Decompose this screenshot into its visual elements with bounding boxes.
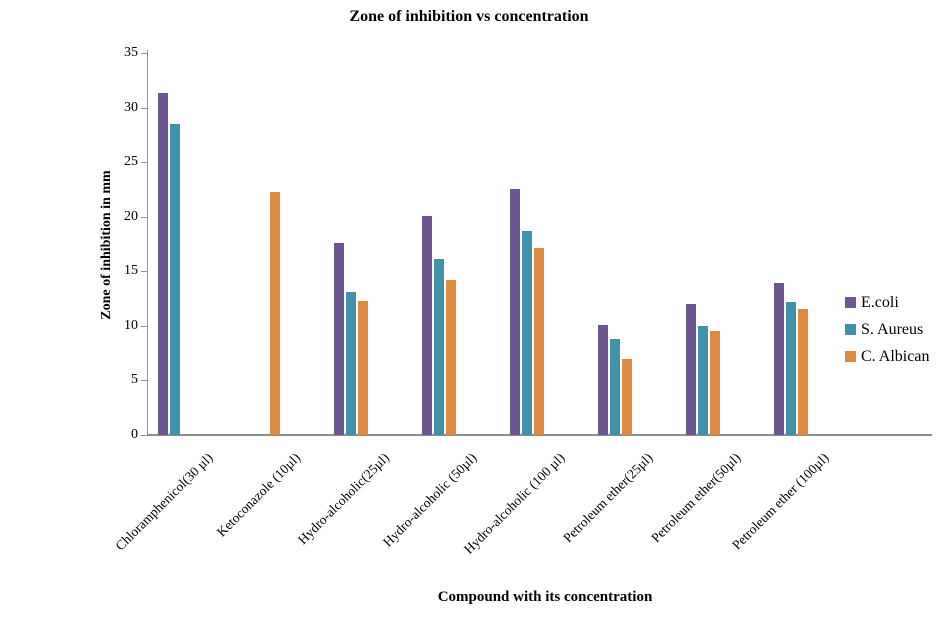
legend-swatch-icon bbox=[845, 351, 856, 362]
legend-item: E.coli bbox=[845, 289, 929, 316]
chart-title: Zone of inhibition vs concentration bbox=[349, 8, 589, 25]
y-axis-line bbox=[147, 50, 148, 435]
bar-c-albican bbox=[710, 331, 720, 435]
bar-s-aureus bbox=[434, 259, 444, 435]
bar-s-aureus bbox=[786, 301, 796, 435]
bar-c-albican bbox=[446, 280, 456, 435]
legend-label: C. Albican bbox=[861, 347, 930, 365]
legend-label: E.coli bbox=[861, 293, 899, 311]
y-tick-mark bbox=[141, 435, 148, 436]
y-tick-mark bbox=[141, 380, 148, 382]
x-category-label: Hydro-alcoholic (50µl) bbox=[379, 450, 480, 550]
y-tick-mark bbox=[141, 271, 148, 273]
y-tick-mark bbox=[141, 162, 148, 164]
x-category-label: Chloramphenicol(30 µl) bbox=[112, 450, 216, 554]
y-tick-mark bbox=[141, 107, 148, 109]
y-tick-label: 30 bbox=[124, 99, 138, 115]
bar-s-aureus bbox=[522, 230, 532, 435]
bar-e-coli bbox=[334, 242, 344, 435]
x-category-label: Ketoconazole (10µl) bbox=[214, 450, 304, 540]
y-tick-mark bbox=[141, 325, 148, 327]
bar-s-aureus bbox=[698, 325, 708, 435]
y-tick-label: 0 bbox=[131, 427, 138, 442]
legend-label: S. Aureus bbox=[861, 320, 924, 338]
legend-item: C. Albican bbox=[845, 343, 929, 370]
y-tick-label: 5 bbox=[131, 372, 138, 388]
bar-c-albican bbox=[534, 248, 544, 435]
y-tick-label: 20 bbox=[124, 208, 138, 224]
x-category-label: Hydro-alcoholic (100 µl) bbox=[460, 450, 568, 557]
x-category-label: Petroleum ether(25µl) bbox=[560, 450, 656, 546]
x-axis-title: Compound with its concentration bbox=[437, 589, 653, 605]
x-category-label: Hydro-alcoholic(25µl) bbox=[294, 450, 392, 548]
bar-e-coli bbox=[158, 93, 168, 435]
bar-c-albican bbox=[270, 191, 280, 435]
x-axis-line bbox=[147, 434, 932, 436]
bar-e-coli bbox=[422, 215, 432, 435]
x-category-label: Petroleum ether (100µl) bbox=[729, 450, 832, 553]
y-tick-label: 10 bbox=[124, 317, 138, 333]
bar-e-coli bbox=[686, 304, 696, 435]
legend-swatch-icon bbox=[845, 324, 856, 335]
bar-s-aureus bbox=[610, 338, 620, 435]
bar-c-albican bbox=[798, 309, 808, 435]
bar-e-coli bbox=[774, 283, 784, 435]
bar-e-coli bbox=[510, 189, 520, 435]
bar-s-aureus bbox=[346, 292, 356, 435]
y-tick-label: 35 bbox=[124, 45, 138, 60]
y-tick-label: 25 bbox=[124, 154, 138, 170]
y-tick-label: 15 bbox=[124, 263, 138, 279]
legend-swatch-icon bbox=[845, 297, 856, 308]
bar-s-aureus bbox=[170, 123, 180, 435]
bar-c-albican bbox=[358, 300, 368, 435]
bar-c-albican bbox=[622, 358, 632, 435]
y-axis-title: Zone of inhibition in mm bbox=[99, 170, 114, 320]
legend: E.coli S. Aureus C. Albican bbox=[845, 289, 929, 370]
legend-item: S. Aureus bbox=[845, 316, 929, 343]
y-tick-mark bbox=[141, 216, 148, 218]
x-category-label: Petroleum ether(50µl) bbox=[648, 450, 744, 546]
bar-e-coli bbox=[598, 324, 608, 435]
y-tick-mark bbox=[141, 53, 148, 54]
